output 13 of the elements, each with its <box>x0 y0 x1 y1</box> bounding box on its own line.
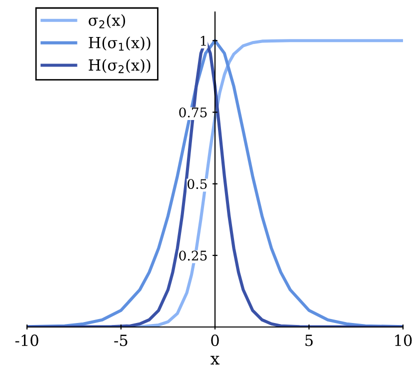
legend-label: H(σ$_{2}$(x)) <box>88 58 150 74</box>
y-tick-label: 1 <box>200 36 206 46</box>
y-tick-label: 0.75 <box>179 107 207 118</box>
y-tick-label: 0.25 <box>179 250 207 261</box>
x-tick-label: -5 <box>114 334 128 346</box>
y-tick-label: 0.5 <box>188 179 207 190</box>
x-tick-label: 5 <box>305 334 313 346</box>
legend-label: σ$_{2}$(x) <box>88 14 126 28</box>
x-tick-label: -10 <box>15 334 38 346</box>
x-axis-title: x <box>210 356 220 365</box>
x-tick-label: 10 <box>395 334 412 346</box>
x-tick-label: 0 <box>211 334 219 346</box>
legend-label: H(σ$_{1}$(x)) <box>88 36 150 51</box>
